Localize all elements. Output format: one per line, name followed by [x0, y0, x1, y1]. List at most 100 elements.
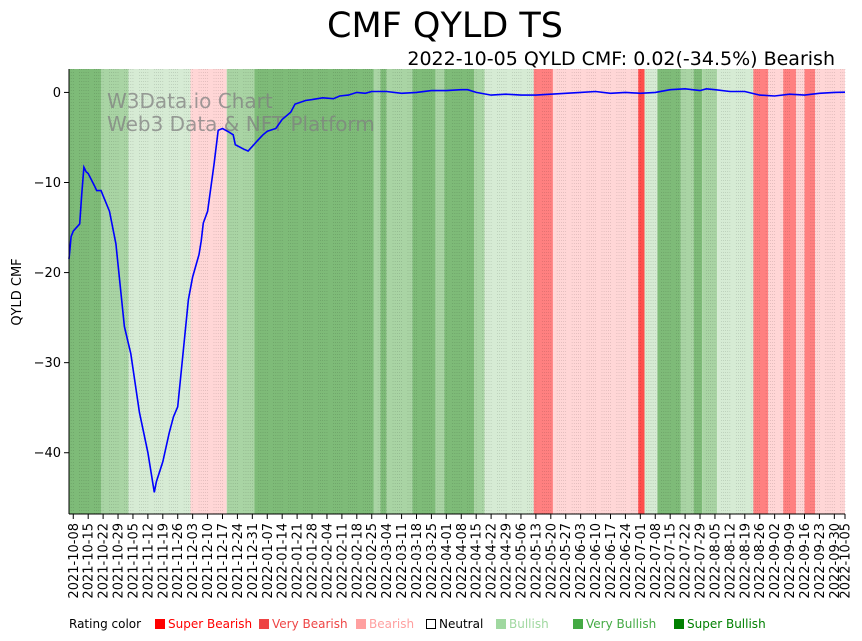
x-tick-label: 2022-09-09 — [783, 523, 798, 599]
x-tick-label: 2022-01-07 — [261, 523, 276, 599]
watermark-line-2: Web3 Data & NFT Platform — [107, 112, 375, 136]
x-tick-label: 2022-06-17 — [604, 523, 619, 599]
legend-label-bearish: Bearish — [369, 617, 415, 631]
date-gridlines — [68, 69, 846, 514]
rating-band-7 — [380, 69, 387, 514]
x-tick-label: 2022-07-15 — [664, 523, 679, 599]
rating-band-14 — [533, 69, 553, 514]
legend-label-very-bullish: Very Bullish — [586, 617, 657, 631]
legend-swatch-very-bullish — [573, 619, 583, 629]
x-tick-label: 2022-08-05 — [708, 523, 723, 599]
rating-band-12 — [474, 69, 485, 514]
x-tick-label: 2022-03-11 — [395, 523, 410, 599]
x-tick-label: 2021-12-03 — [186, 523, 201, 599]
series-line-0 — [68, 87, 846, 493]
x-tick-label: 2022-02-11 — [335, 523, 350, 599]
x-tick-label: 2021-11-19 — [156, 523, 171, 599]
x-tick-label: 2022-05-13 — [529, 523, 544, 599]
legend-swatch-bearish — [356, 619, 366, 629]
rating-band-27 — [804, 69, 816, 514]
x-tick-label: 2022-07-22 — [679, 523, 694, 599]
x-tick-label: 2022-03-18 — [410, 523, 425, 599]
x-tick-label: 2022-05-27 — [559, 523, 574, 599]
rating-band-28 — [815, 69, 845, 514]
x-tick-label: 2021-11-05 — [126, 523, 141, 599]
rating-band-6 — [373, 69, 381, 514]
legend-title: Rating color — [69, 617, 142, 631]
x-tick-label: 2022-03-04 — [380, 523, 395, 599]
legend-item-neutral: Neutral — [426, 617, 483, 631]
rating-band-11 — [444, 69, 475, 514]
x-tick-label: 2022-04-22 — [485, 523, 500, 599]
legend-swatch-super-bullish — [674, 619, 684, 629]
rating-band-4 — [226, 69, 255, 514]
x-tick-label: 2022-05-20 — [544, 523, 559, 599]
x-tick-label: 2022-08-26 — [753, 523, 768, 599]
rating-band-20 — [693, 69, 703, 514]
axes — [68, 69, 845, 515]
x-tick-label: 2022-10-05 — [839, 523, 854, 599]
rating-band-25 — [783, 69, 796, 514]
rating-band-21 — [702, 69, 718, 514]
rating-band-1 — [100, 69, 129, 514]
legend-swatch-bullish — [496, 619, 506, 629]
rating-band-23 — [753, 69, 769, 514]
legend-swatch-very-bearish — [259, 619, 269, 629]
x-tick-label: 2022-09-30 — [828, 523, 843, 599]
legend-label-super-bearish: Super Bearish — [168, 617, 253, 631]
y-tick-label: −20 — [34, 266, 61, 281]
watermark-line-1: W3Data.io Chart — [107, 89, 273, 113]
x-tick-label: 2021-12-10 — [201, 523, 216, 599]
x-tick-label: 2021-10-08 — [67, 523, 82, 599]
rating-bands — [69, 69, 845, 514]
y-axis-label: QYLD CMF — [10, 258, 25, 325]
rating-band-19 — [680, 69, 694, 514]
x-tick-label: 2021-10-22 — [97, 523, 112, 599]
x-tick-label: 2022-04-29 — [500, 523, 515, 599]
rating-band-2 — [128, 69, 191, 514]
x-tick-label: 2022-08-12 — [723, 523, 738, 599]
x-tick-label: 2022-08-19 — [738, 523, 753, 599]
rating-band-5 — [254, 69, 374, 514]
x-tick-label: 2022-04-15 — [470, 523, 485, 599]
x-tick-label: 2022-01-14 — [276, 523, 291, 599]
rating-band-3 — [190, 69, 227, 514]
x-tick-label: 2021-12-17 — [216, 523, 231, 599]
x-tick-label: 2022-04-08 — [455, 523, 470, 599]
rating-band-13 — [484, 69, 534, 514]
legend-item-super-bullish: Super Bullish — [674, 617, 766, 631]
x-tick-label: 2022-09-02 — [768, 523, 783, 599]
legend-item-bearish: Bearish — [356, 617, 414, 631]
x-tick-label: 2022-09-16 — [798, 523, 813, 599]
legend-item-super-bearish: Super Bearish — [155, 617, 252, 631]
y-tick-label: −30 — [34, 356, 61, 371]
x-tick-label: 2022-05-06 — [514, 523, 529, 599]
x-tick-label: 2022-02-25 — [365, 523, 380, 599]
x-tick-label: 2022-06-03 — [574, 523, 589, 599]
rating-band-0 — [69, 69, 101, 514]
legend-label-neutral: Neutral — [439, 617, 484, 631]
x-tick-label: 2022-06-24 — [619, 523, 634, 599]
legend-item-bullish: Bullish — [496, 617, 549, 631]
x-tick-label: 2022-02-18 — [350, 523, 365, 599]
x-tick-label: 2021-12-24 — [231, 523, 246, 599]
x-tick-label: 2022-06-10 — [589, 523, 604, 599]
rating-band-24 — [768, 69, 784, 514]
legend-label-bullish: Bullish — [509, 617, 549, 631]
x-tick-label: 2022-01-21 — [291, 523, 306, 599]
chart-title: CMF QYLD TS — [327, 6, 563, 46]
rating-band-9 — [412, 69, 436, 514]
x-tick-label: 2022-07-01 — [634, 523, 649, 599]
rating-band-26 — [795, 69, 805, 514]
legend-item-very-bearish: Very Bearish — [259, 617, 348, 631]
x-tick-label: 2022-02-04 — [320, 523, 335, 599]
x-tick-label: 2021-10-29 — [112, 523, 127, 599]
legend-label-very-bearish: Very Bearish — [272, 617, 348, 631]
x-tick-label: 2022-07-29 — [694, 523, 709, 599]
series-layer — [68, 87, 846, 493]
rating-band-16 — [638, 69, 645, 514]
x-tick-label: 2022-07-08 — [649, 523, 664, 599]
x-tick-label: 2021-12-31 — [246, 523, 261, 599]
y-tick-label: −10 — [34, 176, 61, 191]
legend-label-super-bullish: Super Bullish — [687, 617, 766, 631]
